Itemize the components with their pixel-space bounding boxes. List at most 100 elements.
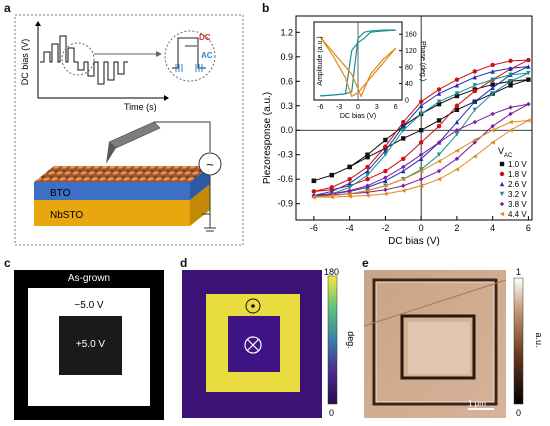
data-point — [472, 154, 477, 159]
layer-nbsto-label: NbSTO — [50, 210, 83, 221]
inset-amplitude-line — [319, 36, 397, 98]
data-point — [454, 156, 460, 161]
inset-left-label: Amplitude (a.u.) — [317, 36, 324, 85]
y-tick-label: -0.6 — [277, 174, 293, 184]
inset-y-tick-label: 0 — [405, 98, 409, 105]
x-tick-label: 4 — [490, 223, 495, 233]
cross-symbol-icon — [244, 336, 262, 354]
data-point — [436, 177, 442, 182]
data-point — [526, 118, 531, 123]
data-point — [365, 172, 370, 178]
panel-label-b: b — [262, 1, 270, 15]
data-point — [383, 148, 388, 153]
data-point — [401, 123, 406, 129]
data-point — [472, 137, 477, 143]
x-tick-label: 2 — [454, 223, 459, 233]
panel-a-ylabel: DC bias (V) — [20, 39, 30, 86]
data-point — [472, 99, 477, 104]
data-point — [311, 189, 317, 194]
circuit-wires — [154, 121, 216, 232]
data-point — [383, 152, 388, 157]
inset-y-tick-label: 120 — [405, 48, 417, 55]
dc-label: DC — [199, 33, 211, 42]
data-point — [508, 111, 513, 117]
data-point — [365, 183, 370, 188]
data-point — [383, 137, 388, 143]
data-point — [418, 99, 424, 104]
data-point — [347, 181, 352, 186]
data-point — [454, 107, 460, 113]
amplitude-outer-boundary — [372, 278, 498, 406]
x-tick-label: -2 — [381, 223, 389, 233]
chart-frame — [295, 15, 533, 221]
ac-source-symbol: ~ — [206, 157, 214, 172]
data-point — [526, 77, 531, 82]
data-point — [401, 156, 406, 161]
data-point — [365, 188, 370, 193]
data-point — [472, 88, 477, 94]
data-point — [499, 161, 505, 167]
data-point — [526, 64, 531, 69]
data-point — [490, 62, 495, 68]
data-point — [418, 168, 424, 174]
inset-x-tick-label: 0 — [356, 104, 360, 111]
panel-label-d: d — [180, 256, 188, 270]
panel-a-xlabel: Time (s) — [124, 102, 157, 112]
data-point — [418, 128, 424, 133]
panel-b-chart: -6 -4 -2 0 2 4 6 -0.9 -0.6 -0.3 0.0 0.3 0.6 0.9 1.2 DC … — [262, 15, 533, 247]
inset-x-tick-label: -3 — [336, 104, 342, 111]
legend-entry: 4.4 V — [508, 210, 527, 219]
phase-cbar-max: 180 — [324, 267, 339, 277]
data-point — [454, 77, 460, 82]
y-tick-label: 1.2 — [280, 27, 293, 37]
data-point — [418, 140, 424, 145]
x-tick-label: -6 — [310, 223, 318, 233]
data-point — [383, 187, 388, 193]
data-point — [347, 164, 352, 170]
data-point — [383, 183, 388, 188]
data-point — [401, 119, 406, 125]
data-point — [508, 83, 513, 88]
data-point — [490, 111, 495, 117]
data-point — [418, 103, 424, 108]
sample-stack — [34, 166, 210, 226]
data-point — [418, 177, 424, 182]
inset-x-tick-label: 6 — [394, 104, 398, 111]
data-point — [499, 211, 505, 217]
data-point — [329, 194, 334, 200]
data-point — [454, 148, 460, 153]
data-point — [508, 72, 513, 77]
data-point — [401, 128, 406, 133]
data-point — [526, 57, 531, 63]
data-point — [499, 181, 505, 187]
data-point — [490, 77, 495, 82]
data-point — [508, 58, 513, 64]
data-point — [365, 154, 370, 160]
data-point — [418, 183, 424, 188]
data-point — [472, 107, 477, 113]
data-point — [436, 101, 442, 107]
data-point — [436, 99, 442, 104]
dot-symbol-icon — [245, 298, 261, 314]
amplitude-cbar-min: 0 — [516, 408, 521, 418]
data-point — [365, 164, 370, 170]
data-point — [347, 177, 352, 182]
legend-entry: 2.6 V — [508, 180, 527, 189]
inset-amplitude-line — [319, 36, 397, 98]
inset-x-tick-label: -6 — [317, 104, 323, 111]
data-point — [454, 132, 460, 137]
x-tick-label: 6 — [526, 223, 531, 233]
phase-cbar-min: 0 — [329, 408, 334, 418]
x-tick-label: -4 — [346, 223, 354, 233]
data-point — [436, 91, 442, 96]
data-point — [365, 168, 370, 174]
data-point — [347, 185, 352, 190]
amplitude-cbar-label: a.u. — [534, 332, 544, 347]
data-point — [472, 69, 477, 74]
data-point — [311, 178, 317, 184]
data-point — [383, 168, 388, 174]
inset-right-label: Phase (deg.) — [419, 41, 426, 81]
data-point — [454, 167, 460, 172]
data-point — [418, 156, 424, 161]
data-point — [347, 194, 352, 199]
